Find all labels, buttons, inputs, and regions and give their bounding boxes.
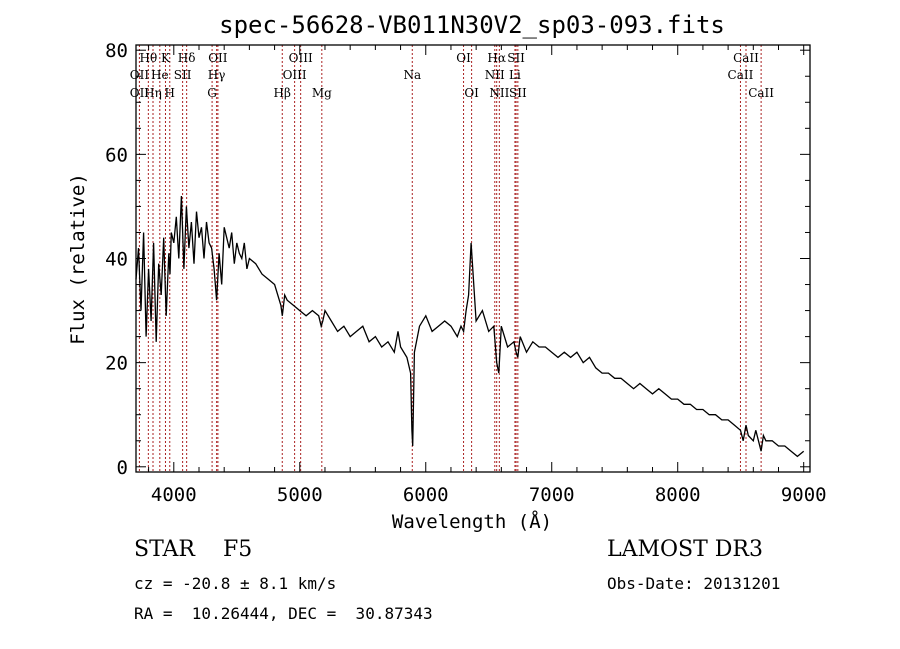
- line-label: NII: [489, 86, 509, 100]
- x-tick-label: 9000: [781, 484, 827, 506]
- x-tick-label: 4000: [151, 484, 197, 506]
- y-tick-label: 80: [105, 40, 128, 62]
- line-label: OI: [456, 51, 471, 65]
- line-label: OI: [464, 86, 479, 100]
- line-label: SII: [509, 86, 527, 100]
- line-label: G: [207, 86, 217, 100]
- emission-line-markers: [138, 45, 762, 472]
- x-tick-label: 5000: [277, 484, 323, 506]
- y-tick-label: 20: [105, 353, 128, 375]
- line-label: Hθ: [139, 51, 157, 65]
- line-label: Hη: [144, 86, 162, 100]
- line-label: Mg: [312, 86, 332, 100]
- line-label: CaII: [728, 68, 754, 82]
- line-label: CaII: [748, 86, 774, 100]
- line-label: Hα: [487, 51, 506, 65]
- line-label: OIII: [283, 68, 307, 82]
- line-label: SII: [507, 51, 525, 65]
- line-label: Hβ: [274, 86, 291, 100]
- line-label: SII: [174, 68, 192, 82]
- line-label: Hγ: [208, 68, 226, 82]
- line-label: K: [161, 51, 171, 65]
- line-label: OII: [130, 68, 150, 82]
- y-axis-ticks: 0 20 40 60 80: [105, 40, 810, 479]
- line-label: H: [165, 86, 175, 100]
- survey-name: LAMOST DR3: [607, 537, 763, 562]
- x-axis-label: Wavelength (Å): [392, 510, 552, 533]
- y-tick-label: 40: [105, 249, 128, 271]
- plot-frame: [135, 44, 811, 473]
- spectrum-line: [135, 195, 805, 458]
- y-tick-label: 60: [105, 144, 128, 166]
- line-label: CaII: [733, 51, 759, 65]
- line-label: Li: [509, 68, 521, 82]
- y-tick-label: 0: [117, 457, 128, 479]
- y-axis-label: Flux (relative): [67, 173, 89, 345]
- x-axis-ticks: 4000 5000 6000 7000 8000 9000: [148, 45, 827, 506]
- line-label: OII: [208, 51, 228, 65]
- x-tick-label: 8000: [655, 484, 701, 506]
- x-tick-label: 7000: [529, 484, 575, 506]
- object-class: STAR F5: [134, 537, 253, 562]
- redshift-velocity: cz = -20.8 ± 8.1 km/s: [134, 574, 337, 593]
- observation-date: Obs-Date: 20131201: [607, 574, 781, 593]
- line-label: NII: [485, 68, 505, 82]
- x-tick-label: 6000: [403, 484, 449, 506]
- line-label: Hδ: [178, 51, 196, 65]
- line-label: OII: [130, 86, 150, 100]
- line-label: He: [151, 68, 169, 82]
- line-label: OIII: [289, 51, 313, 65]
- chart-title: spec-56628-VB011N30V2_sp03-093.fits: [219, 11, 725, 39]
- coordinates: RA = 10.26444, DEC = 30.87343: [134, 604, 433, 623]
- line-label: Na: [403, 68, 421, 82]
